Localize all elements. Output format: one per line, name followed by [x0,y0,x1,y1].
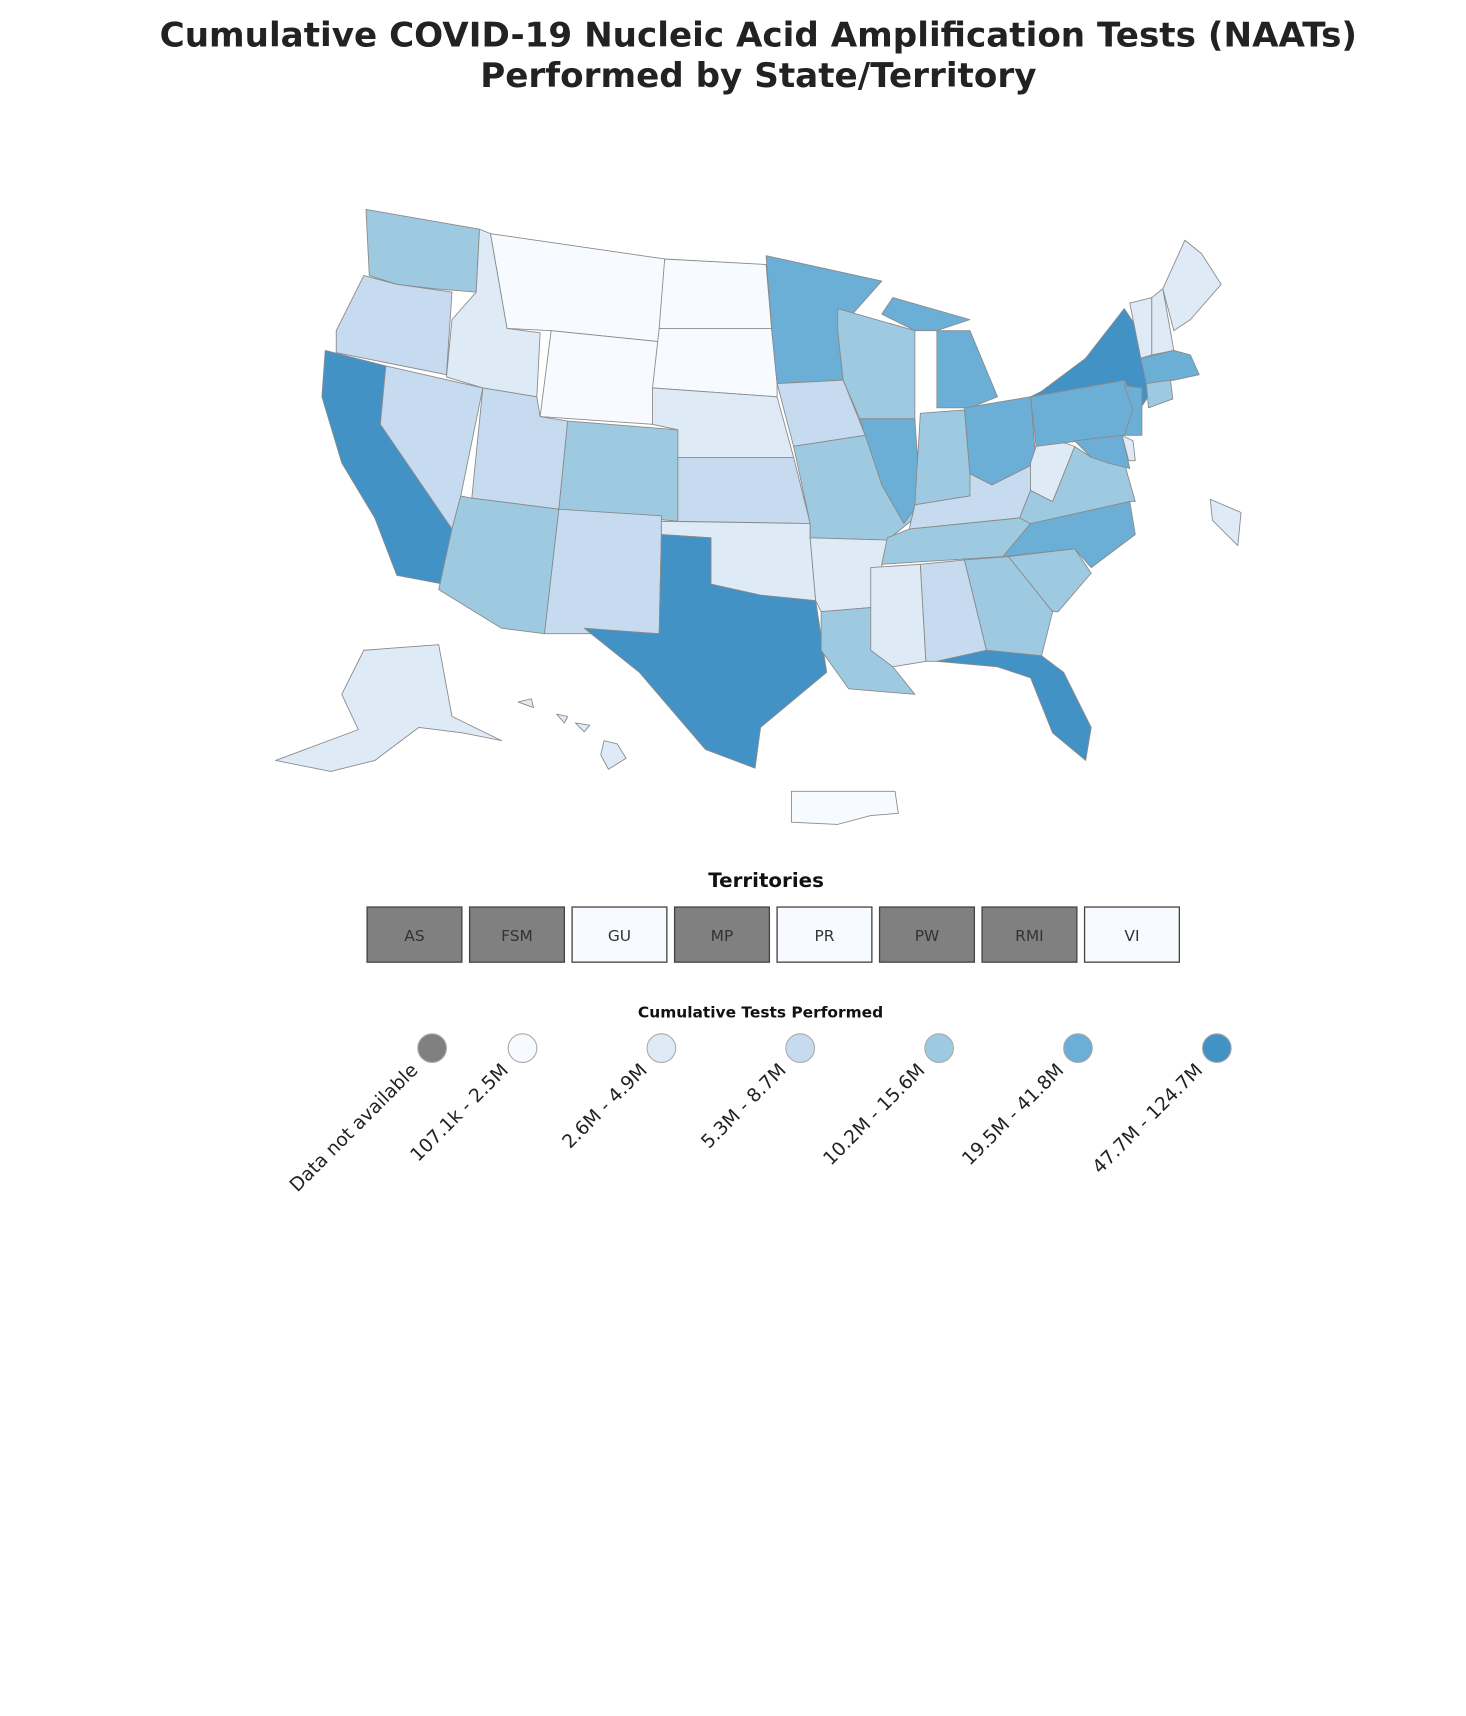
state-shape [1209,498,1242,546]
state-shape [1123,385,1143,436]
legend-swatch [785,1033,816,1063]
state-shape [936,330,998,409]
legend-label: 5.3M - 8.7M [698,1060,791,1153]
state-shape [539,330,660,425]
territory-label: PW [915,927,940,945]
territory-label: FSM [501,927,533,945]
legend-swatch [924,1033,954,1063]
state-shape [677,456,811,524]
territory-button[interactable] [673,906,771,963]
territory-label: VI [1124,927,1139,945]
legend-label: 107.1k - 2.5M [407,1060,513,1166]
state-shape [1145,379,1174,409]
legend-swatch [1063,1033,1093,1063]
state-shape [438,495,560,635]
legend-label: 47.7M - 124.7M [1089,1060,1207,1178]
state-shape [1074,434,1131,469]
state-shape [790,790,899,825]
state-shape [870,563,927,668]
us-map [275,208,1242,825]
state-shape [859,418,921,524]
state-shape [490,233,666,343]
territory-button[interactable] [1083,906,1181,963]
territory-button[interactable] [571,906,668,963]
state-shape [914,409,971,506]
territory-button[interactable] [878,906,976,963]
legend-label: 10.2M - 15.6M [820,1060,930,1170]
state-shape [881,297,971,332]
legend-swatch [646,1033,677,1063]
state-shape [600,740,627,770]
legend-swatch [507,1033,538,1063]
legend-title: Cumulative Tests Performed [638,1003,883,1021]
state-shape [1162,239,1222,332]
map-title: Cumulative COVID-19 Nucleic Acid Amplifi… [159,15,1358,96]
state-shape [936,649,1092,761]
legend-label: 19.5M - 41.8M [958,1060,1068,1170]
territory-button[interactable] [776,906,873,963]
state-shape [652,327,778,398]
legend-swatch [1201,1033,1232,1063]
territory-label: RMI [1015,927,1044,945]
state-shape [574,722,591,733]
state-shape [583,534,828,769]
state-shape [335,275,453,376]
territory-button[interactable] [468,906,566,963]
legend-label: 2.6M - 4.9M [559,1060,652,1153]
state-shape [275,644,502,772]
territory-button[interactable] [366,906,463,963]
territory-label: GU [608,927,631,945]
state-shape [556,713,569,724]
territories-heading: Territories [708,869,824,892]
state-shape [517,698,534,709]
territory-buttons: AS FSM GU MP PR PW RMI VI [366,906,1181,963]
title-box: Cumulative COVID-19 Nucleic Acid Amplifi… [159,15,1358,96]
territory-button[interactable] [981,906,1078,963]
state-shape [964,556,1054,657]
state-shape [544,508,662,635]
legend-swatch [417,1033,447,1063]
state-shape [658,258,773,329]
territory-label: AS [404,927,424,945]
state-shape [365,208,480,293]
state-shape [558,420,679,522]
territory-label: MP [711,927,734,945]
state-shape [1121,434,1136,462]
legend-label: Data not available [286,1060,422,1196]
territory-label: PR [814,927,834,945]
